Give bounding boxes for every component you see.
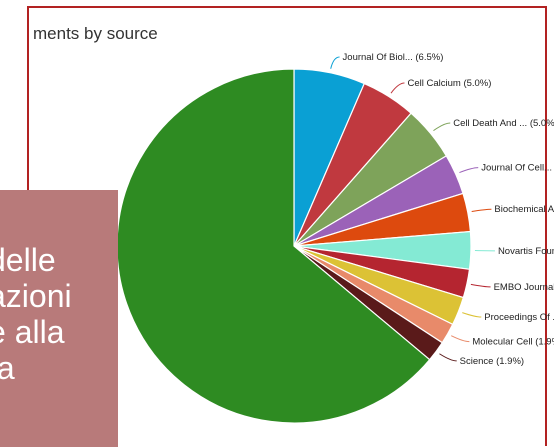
leader-line-9 [439,354,456,361]
slice-label-2: Cell Death And ... (5.0%) [453,118,554,129]
leader-line-4 [472,209,492,211]
slice-label-3: Journal Of Cell... (3 [481,163,554,174]
slice-label-4: Biochemical And [494,204,554,215]
pie-slices [117,69,471,423]
leader-line-6 [471,284,491,287]
slice-label-7: Proceedings Of ... [484,312,554,323]
slice-label-8: Molecular Cell (1.9%) [472,337,554,348]
leader-line-3 [459,168,478,173]
leader-line-1 [391,83,405,93]
leader-line-2 [433,123,450,131]
leader-line-0 [331,57,340,69]
overlay-text: delle azioni e alla ta [0,242,118,386]
slice-label-0: Journal Of Biol... (6.5%) [343,52,444,63]
slice-label-5: Novartis Found [498,246,554,257]
slice-label-1: Cell Calcium (5.0%) [407,78,491,89]
leader-line-7 [462,313,481,317]
slice-label-6: EMBO Journal [494,282,554,293]
overlay-box: delle azioni e alla ta [0,190,118,447]
leader-line-8 [451,336,469,342]
slice-label-9: Science (1.9%) [460,356,524,367]
